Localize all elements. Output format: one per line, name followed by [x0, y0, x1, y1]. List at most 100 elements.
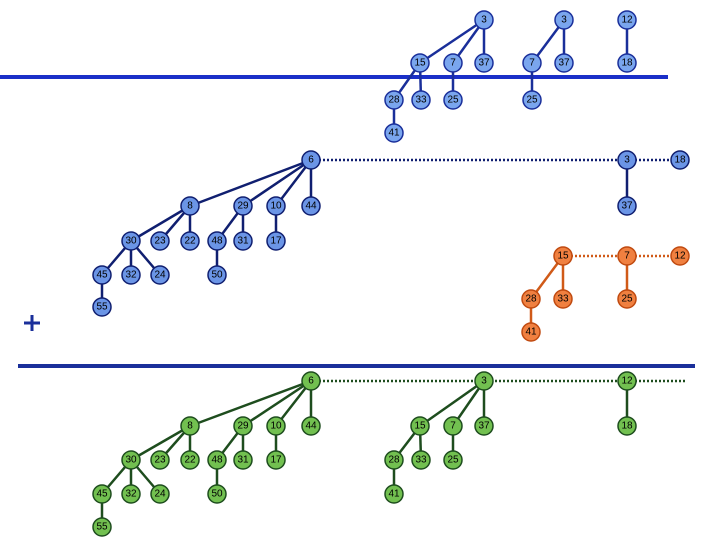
- node-label: 23: [154, 236, 166, 247]
- node-label: 3: [481, 15, 487, 26]
- tree-edge: [130, 424, 191, 462]
- heap-node: [121, 450, 141, 470]
- node-label: 48: [211, 455, 223, 466]
- node-label: 45: [96, 270, 108, 281]
- tree-edge: [419, 379, 485, 428]
- tree-edge: [189, 158, 312, 208]
- node-label: 31: [237, 236, 249, 247]
- node-label: 7: [529, 58, 535, 69]
- heap-node: [617, 10, 637, 30]
- tree-edge: [242, 379, 312, 428]
- node-label: 32: [125, 270, 137, 281]
- node-label: 25: [526, 95, 538, 106]
- node-label: 18: [621, 421, 633, 432]
- heap-node: [180, 450, 200, 470]
- node-label: 6: [308, 155, 314, 166]
- node-label: 32: [125, 489, 137, 500]
- node-label: 41: [525, 327, 537, 338]
- node-label: 30: [125, 236, 137, 247]
- heap: 15 7 12 28 33 25 41: [521, 246, 690, 342]
- heap-node: [617, 196, 637, 216]
- heap-node: [384, 484, 404, 504]
- node-label: 7: [450, 421, 456, 432]
- heap-node: [443, 416, 463, 436]
- node-label: 25: [447, 455, 459, 466]
- heap-node: [617, 371, 637, 391]
- heap-node: [410, 416, 430, 436]
- node-label: 29: [237, 421, 249, 432]
- node-label: 41: [388, 128, 400, 139]
- heap-node: [384, 90, 404, 110]
- node-label: 55: [96, 302, 108, 313]
- node-label: 44: [305, 201, 317, 212]
- node-label: 8: [187, 201, 193, 212]
- heap-node: [233, 231, 253, 251]
- heap-node: [474, 416, 494, 436]
- heap-node: [443, 90, 463, 110]
- node-label: 33: [415, 455, 427, 466]
- node-label: 50: [211, 489, 223, 500]
- heap-node: [121, 265, 141, 285]
- heap-node: [207, 484, 227, 504]
- heap-node: [301, 196, 321, 216]
- heap-node: [233, 416, 253, 436]
- heap-node: [92, 484, 112, 504]
- heap-node: [617, 416, 637, 436]
- tree-edge: [130, 204, 191, 243]
- heap-node: [233, 196, 253, 216]
- node-label: 37: [478, 58, 490, 69]
- node-label: 8: [187, 421, 193, 432]
- node-label: 28: [388, 455, 400, 466]
- heap-node: [554, 53, 574, 73]
- node-label: 50: [211, 270, 223, 281]
- heap-node: [617, 289, 637, 309]
- heap-node: [180, 231, 200, 251]
- heap-node: [301, 371, 321, 391]
- heap-node: [384, 450, 404, 470]
- heap-node: [617, 150, 637, 170]
- node-label: 31: [237, 455, 249, 466]
- node-label: 28: [525, 294, 537, 305]
- heap-node: [670, 150, 690, 170]
- node-label: 12: [621, 376, 633, 387]
- heap-node: [301, 150, 321, 170]
- heap-node: [474, 371, 494, 391]
- heap-node: [207, 265, 227, 285]
- heap-node: [180, 416, 200, 436]
- node-label: 7: [624, 251, 630, 262]
- heap-node: [92, 517, 112, 537]
- node-label: 37: [558, 58, 570, 69]
- node-label: 23: [154, 455, 166, 466]
- heap-node: [150, 484, 170, 504]
- node-label: 33: [415, 95, 427, 106]
- node-label: 37: [621, 201, 633, 212]
- node-label: 22: [184, 455, 196, 466]
- heap-node: [521, 289, 541, 309]
- heap-node: [150, 265, 170, 285]
- node-label: 6: [308, 376, 314, 387]
- tree-edge: [189, 379, 312, 428]
- heap-node: [150, 231, 170, 251]
- heap-node: [92, 265, 112, 285]
- tree-edge: [419, 18, 485, 65]
- node-label: 18: [621, 58, 633, 69]
- heap-node: [443, 450, 463, 470]
- heap-node: [301, 416, 321, 436]
- node-label: 18: [674, 155, 686, 166]
- node-label: 25: [621, 294, 633, 305]
- heap-node: [92, 297, 112, 317]
- heap-node: [617, 53, 637, 73]
- node-label: 15: [414, 421, 426, 432]
- heap-node: [207, 450, 227, 470]
- node-label: 37: [478, 421, 490, 432]
- node-label: 29: [237, 201, 249, 212]
- heap-node: [266, 231, 286, 251]
- node-label: 10: [270, 421, 282, 432]
- heap-node: [553, 289, 573, 309]
- node-label: 7: [450, 58, 456, 69]
- heap-node: [233, 450, 253, 470]
- heap-node: [384, 123, 404, 143]
- heap-node: [121, 484, 141, 504]
